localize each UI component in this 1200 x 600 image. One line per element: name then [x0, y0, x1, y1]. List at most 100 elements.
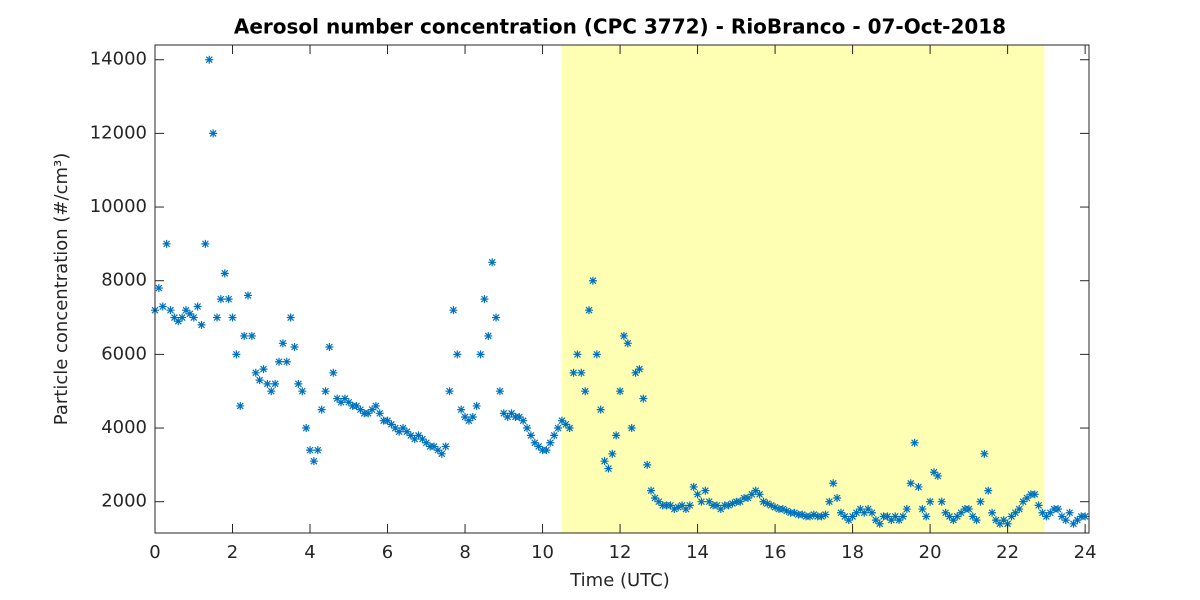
- data-point: [643, 460, 652, 469]
- data-point: [174, 317, 183, 326]
- data-point: [240, 331, 249, 340]
- data-point: [623, 339, 632, 348]
- data-point: [980, 449, 989, 458]
- data-point: [244, 291, 253, 300]
- data-point: [848, 512, 857, 521]
- data-point: [941, 508, 950, 517]
- data-point: [515, 412, 524, 421]
- data-point: [991, 516, 1000, 525]
- data-point: [573, 350, 582, 359]
- x-tick-label: 24: [1074, 542, 1097, 563]
- y-tick-label: 2000: [101, 491, 147, 512]
- data-point: [1011, 508, 1020, 517]
- data-point: [472, 401, 481, 410]
- data-point: [224, 295, 233, 304]
- data-point: [185, 309, 194, 318]
- data-point: [375, 409, 384, 418]
- data-point: [631, 368, 640, 377]
- data-point: [418, 435, 427, 444]
- data-point: [650, 494, 659, 503]
- data-point: [263, 379, 272, 388]
- data-point: [476, 350, 485, 359]
- data-point: [724, 501, 733, 510]
- data-point: [895, 516, 904, 525]
- data-point: [333, 394, 342, 403]
- data-point: [860, 508, 869, 517]
- data-point: [689, 482, 698, 491]
- data-point: [561, 420, 570, 429]
- data-point: [751, 486, 760, 495]
- data-point: [678, 501, 687, 510]
- data-point: [883, 512, 892, 521]
- data-point: [298, 387, 307, 396]
- data-point: [612, 431, 621, 440]
- data-point: [976, 497, 985, 506]
- data-point: [306, 446, 315, 455]
- data-point: [406, 431, 415, 440]
- x-tick-label: 6: [382, 542, 393, 563]
- data-point: [461, 412, 470, 421]
- data-point: [949, 516, 958, 525]
- data-point: [588, 276, 597, 285]
- data-point: [1065, 508, 1074, 517]
- data-point: [1057, 512, 1066, 521]
- data-point: [495, 387, 504, 396]
- x-tick-label: 20: [919, 542, 942, 563]
- data-point: [457, 405, 466, 414]
- data-point: [344, 398, 353, 407]
- y-tick-label: 12000: [90, 122, 147, 143]
- data-point: [430, 442, 439, 451]
- data-point: [635, 365, 644, 374]
- data-point: [247, 331, 256, 340]
- data-point: [468, 412, 477, 421]
- data-point: [898, 512, 907, 521]
- data-point: [585, 306, 594, 315]
- data-point: [391, 424, 400, 433]
- data-point: [902, 505, 911, 514]
- data-point: [988, 508, 997, 517]
- data-point: [554, 424, 563, 433]
- data-point: [836, 508, 845, 517]
- data-point: [647, 486, 656, 495]
- data-point: [906, 479, 915, 488]
- data-point: [852, 508, 861, 517]
- data-point: [492, 313, 501, 322]
- data-point: [464, 416, 473, 425]
- y-tick-label: 6000: [101, 343, 147, 364]
- data-point: [364, 409, 373, 418]
- x-tick-label: 16: [764, 542, 787, 563]
- x-axis-label: Time (UTC): [569, 570, 670, 591]
- data-point: [216, 295, 225, 304]
- data-point: [681, 505, 690, 514]
- data-point: [236, 401, 245, 410]
- data-point: [972, 516, 981, 525]
- data-point: [503, 412, 512, 421]
- data-point: [968, 512, 977, 521]
- data-point: [1042, 512, 1051, 521]
- data-point: [984, 486, 993, 495]
- data-point: [716, 505, 725, 514]
- data-point: [488, 258, 497, 267]
- data-point: [705, 497, 714, 506]
- data-point: [910, 438, 919, 447]
- data-point: [798, 510, 807, 519]
- data-point: [763, 499, 772, 508]
- data-point: [484, 331, 493, 340]
- data-point: [778, 505, 787, 514]
- data-point: [271, 379, 280, 388]
- data-point: [526, 431, 535, 440]
- data-point: [321, 387, 330, 396]
- data-point: [867, 508, 876, 517]
- data-point: [340, 394, 349, 403]
- data-point: [569, 368, 578, 377]
- data-point: [596, 405, 605, 414]
- x-tick-label: 18: [841, 542, 864, 563]
- data-point: [829, 479, 838, 488]
- y-tick-label: 8000: [101, 270, 147, 291]
- data-point: [399, 424, 408, 433]
- data-point: [371, 401, 380, 410]
- data-point: [1073, 516, 1082, 525]
- data-point: [1046, 508, 1055, 517]
- data-point: [337, 398, 346, 407]
- data-point: [666, 501, 675, 510]
